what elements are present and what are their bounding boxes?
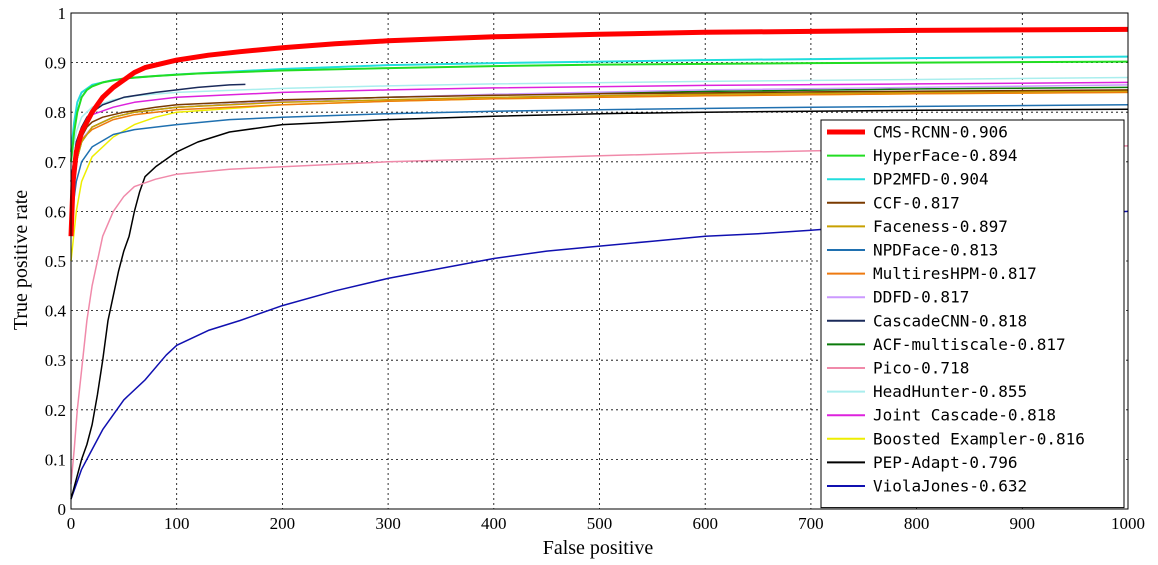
legend-label: CCF-0.817 — [873, 193, 960, 212]
tick-labels: 0 100 200 300 400 500 600 700 800 900 1000 0 0.1 0.2 0… — [45, 4, 1145, 533]
y-tick-label: 0.1 — [45, 450, 66, 469]
legend-label: ACF-multiscale-0.817 — [873, 335, 1066, 354]
legend-label: MultiresHPM-0.817 — [873, 264, 1037, 283]
y-tick-label: 0.4 — [45, 302, 67, 321]
plot-frame — [70, 12, 1129, 510]
y-tick-label: 0.2 — [45, 401, 66, 420]
legend-label: PEP-Adapt-0.796 — [873, 453, 1018, 472]
x-tick-label: 1000 — [1111, 514, 1145, 533]
x-axis-label: False positive — [543, 537, 654, 559]
y-tick-label: 0.5 — [45, 252, 66, 271]
legend-label: HeadHunter-0.855 — [873, 382, 1027, 401]
legend-label: CascadeCNN-0.818 — [873, 311, 1027, 330]
legend-label: CMS-RCNN-0.906 — [873, 123, 1008, 142]
x-tick-label: 500 — [587, 514, 613, 533]
series-line — [70, 108, 1129, 500]
legend-label: Boosted Exampler-0.816 — [873, 429, 1085, 448]
y-tick-label: 0.3 — [45, 351, 66, 370]
x-tick-label: 200 — [270, 514, 296, 533]
legend-label: DP2MFD-0.904 — [873, 170, 989, 189]
series-layer — [68, 26, 1129, 500]
legend-label: NPDFace-0.813 — [873, 241, 998, 260]
legend-label: Faceness-0.897 — [873, 217, 1008, 236]
series-line — [70, 60, 1129, 162]
legend-label: ViolaJones-0.632 — [873, 477, 1027, 496]
series-line — [70, 76, 1129, 162]
legend-label: DDFD-0.817 — [873, 288, 969, 307]
x-tick-label: 400 — [481, 514, 507, 533]
legend-label: Joint Cascade-0.818 — [873, 406, 1056, 425]
series-line — [68, 26, 1129, 237]
x-tick-label: 100 — [164, 514, 190, 533]
series-line — [70, 145, 1129, 485]
x-tick-label: 900 — [1010, 514, 1036, 533]
legend: CMS-RCNN-0.906 HyperFace-0.894 DP2MFD-0.90… — [820, 119, 1125, 509]
y-tick-label: 0.9 — [45, 54, 66, 73]
x-tick-label: 800 — [904, 514, 930, 533]
legend-box — [820, 119, 1125, 509]
y-tick-label: 0.8 — [45, 103, 66, 122]
y-tick-label: 0 — [58, 500, 67, 519]
y-axis-label: True positive rate — [10, 190, 32, 330]
series-line — [70, 90, 1129, 202]
series-line — [70, 104, 1129, 222]
y-tick-label: 0.7 — [45, 153, 67, 172]
x-tick-label: 0 — [67, 514, 76, 533]
legend-label: Pico-0.718 — [873, 359, 969, 378]
y-tick-label: 1 — [58, 4, 67, 23]
x-tick-label: 600 — [692, 514, 718, 533]
legend-label: HyperFace-0.894 — [873, 146, 1018, 165]
y-tick-label: 0.6 — [45, 202, 66, 221]
x-tick-label: 700 — [798, 514, 824, 533]
x-tick-label: 300 — [375, 514, 401, 533]
